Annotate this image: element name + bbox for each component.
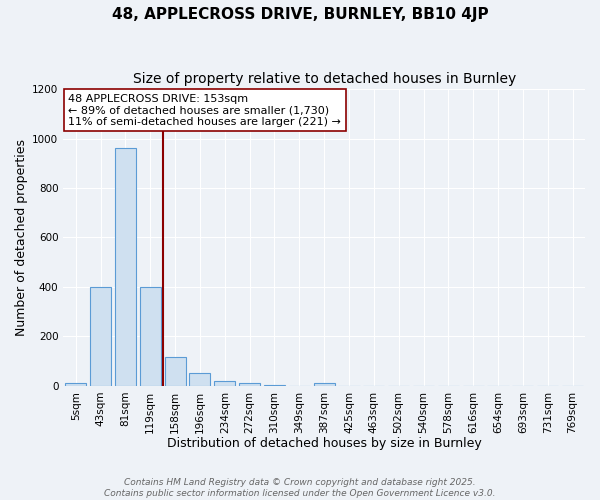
Y-axis label: Number of detached properties: Number of detached properties — [15, 139, 28, 336]
Text: Contains HM Land Registry data © Crown copyright and database right 2025.
Contai: Contains HM Land Registry data © Crown c… — [104, 478, 496, 498]
Bar — [65, 384, 86, 386]
Bar — [164, 358, 185, 386]
X-axis label: Distribution of detached houses by size in Burnley: Distribution of detached houses by size … — [167, 437, 482, 450]
Bar — [140, 287, 161, 386]
Bar — [314, 384, 335, 386]
Bar — [90, 287, 111, 386]
Bar — [239, 384, 260, 386]
Bar — [214, 381, 235, 386]
Bar — [190, 374, 211, 386]
Bar — [264, 384, 285, 386]
Bar — [115, 148, 136, 386]
Text: 48 APPLECROSS DRIVE: 153sqm
← 89% of detached houses are smaller (1,730)
11% of : 48 APPLECROSS DRIVE: 153sqm ← 89% of det… — [68, 94, 341, 126]
Text: 48, APPLECROSS DRIVE, BURNLEY, BB10 4JP: 48, APPLECROSS DRIVE, BURNLEY, BB10 4JP — [112, 8, 488, 22]
Title: Size of property relative to detached houses in Burnley: Size of property relative to detached ho… — [133, 72, 516, 86]
